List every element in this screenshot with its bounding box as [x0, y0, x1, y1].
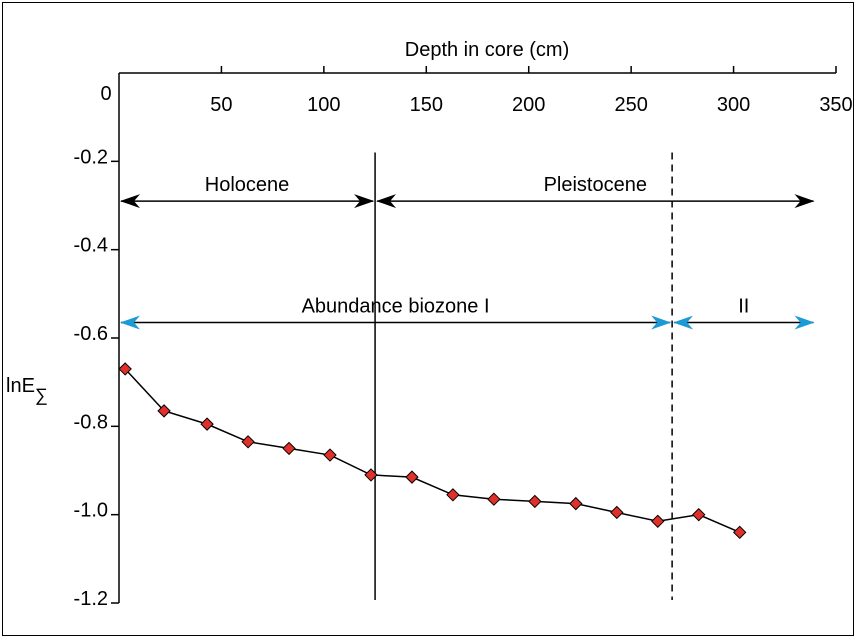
data-point-marker	[734, 526, 746, 538]
x-tick-label: 300	[717, 94, 750, 116]
data-point-marker	[693, 509, 705, 521]
data-point-marker	[488, 493, 500, 505]
y-axis-title-main: lnE	[6, 375, 35, 397]
x-tick-label: 0	[100, 83, 111, 105]
y-tick-label: -0.4	[74, 235, 108, 257]
tick-group: 0 50 100 150 200 250 300 350 -0.2 -0.4 -0.6 -0.8 -1.…	[74, 66, 853, 610]
series-line	[125, 369, 740, 532]
y-axis-title-subscript: ∑	[35, 385, 48, 405]
data-point-marker	[242, 436, 254, 448]
data-point-marker	[570, 498, 582, 510]
period-boundary-lines	[375, 153, 672, 601]
data-point-marker	[283, 442, 295, 454]
data-point-marker	[652, 515, 664, 527]
y-tick-label: -1.2	[74, 588, 108, 610]
data-point-marker	[201, 418, 213, 430]
y-tick-label: -0.6	[74, 323, 108, 345]
data-series	[119, 363, 746, 538]
y-tick-label: -0.8	[74, 411, 108, 433]
x-tick-label: 50	[210, 94, 232, 116]
annotation-group: Holocene Pleistocene Abundance biozone I II	[121, 174, 814, 322]
data-point-marker	[529, 495, 541, 507]
data-point-marker	[406, 471, 418, 483]
x-tick-label: 100	[307, 94, 340, 116]
x-tick-label: 150	[410, 94, 443, 116]
data-point-marker	[447, 489, 459, 501]
annotation-label: Pleistocene	[544, 174, 647, 196]
y-axis-title: lnE∑	[6, 375, 48, 405]
y-tick-label: -0.2	[74, 146, 108, 168]
annotation-label: Holocene	[205, 174, 290, 196]
x-tick-label: 250	[614, 94, 647, 116]
x-tick-label: 200	[512, 94, 545, 116]
x-axis-title: Depth in core (cm)	[405, 39, 570, 61]
data-point-marker	[611, 506, 623, 518]
y-tick-label: -1.0	[74, 500, 108, 522]
annotation-label: Abundance biozone I	[302, 296, 490, 318]
x-tick-label: 350	[819, 94, 852, 116]
data-point-marker	[324, 449, 336, 461]
annotation-label: II	[738, 296, 749, 318]
